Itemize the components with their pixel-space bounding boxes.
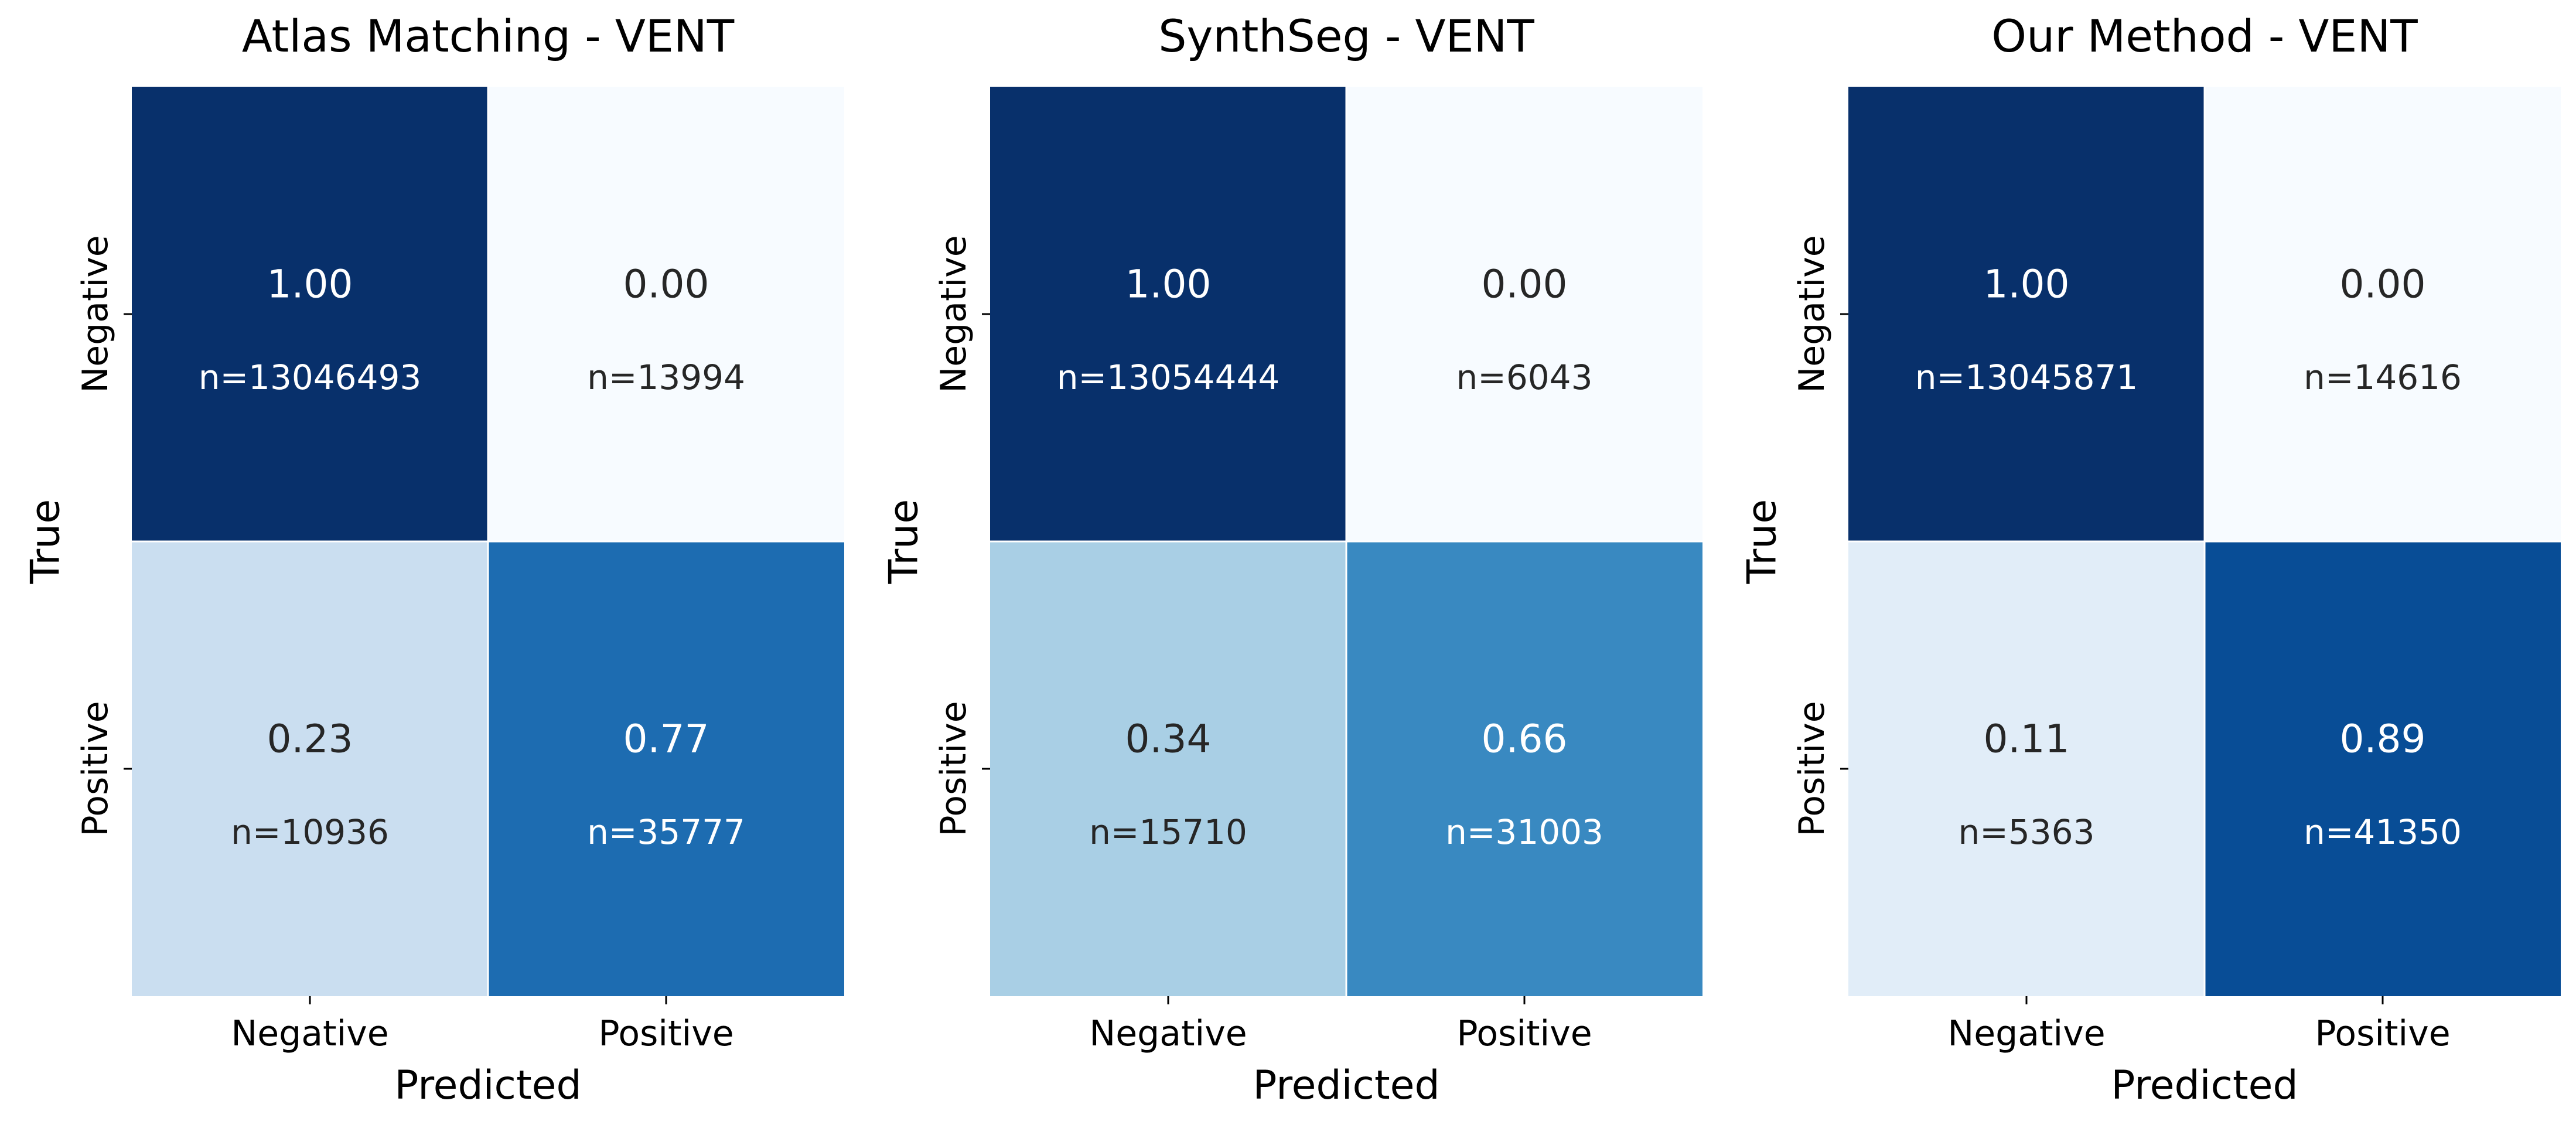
heatmap-cell-r0-c0 [1848,87,2205,541]
cell-count-label: n=14616 [2304,357,2462,397]
x-axis-label: Predicted [2111,1062,2298,1109]
cell-value-label: 0.23 [267,717,353,762]
x-tick-label: Negative [1089,1013,1247,1054]
cell-value-label: 0.11 [1984,717,2070,762]
heatmap-cell-r0-c1 [488,87,844,541]
confusion-matrix-panel-1: 1.00 n=13046493 0.00 n=13994 0.23 n=10936 0.77… [23,10,844,1109]
cell-value-label: 0.00 [623,262,709,307]
cell-value-label: 0.00 [1482,262,1568,307]
cell-count-label: n=41350 [2304,812,2462,852]
heatmap-cell-r0-c1 [2205,87,2561,541]
cell-count-label: n=13994 [587,357,745,397]
heatmap-cell-r1-c1 [1346,541,1702,996]
y-tick-label: Negative [75,235,116,393]
confusion-matrix-panel-2: 1.00 n=13054444 0.00 n=6043 0.34 n=15710 0.66 n… [881,10,1702,1109]
cell-value-label: 1.00 [1984,262,2070,307]
heatmap-cell-r0-c0 [132,87,488,541]
x-tick-label: Positive [2315,1013,2450,1054]
cell-value-label: 0.00 [2340,262,2426,307]
cell-value-label: 0.89 [2340,717,2426,762]
x-axis-label: Predicted [1253,1062,1439,1109]
y-axis-label: True [881,499,927,584]
heatmap-cell-r1-c0 [1848,541,2205,996]
panel-title: SynthSeg - VENT [1158,10,1534,62]
cell-value-label: 1.00 [1125,262,1212,307]
cell-count-label: n=6043 [1456,357,1593,397]
cell-value-label: 0.77 [623,717,709,762]
heatmap-cell-r1-c1 [2205,541,2561,996]
x-tick-label: Negative [1947,1013,2105,1054]
cell-value-label: 1.00 [267,262,353,307]
heatmap-cell-r1-c0 [132,541,488,996]
cell-value-label: 0.66 [1482,717,1568,762]
x-tick-label: Positive [1456,1013,1592,1054]
y-tick-label: Positive [933,701,974,836]
y-axis-label: True [23,499,69,584]
confusion-matrix-panel-3: 1.00 n=13045871 0.00 n=14616 0.11 n=5363 0.89 n… [1739,10,2561,1109]
heatmap-cell-r0-c0 [990,87,1346,541]
y-tick-label: Positive [75,701,116,836]
cell-count-label: n=10936 [231,812,389,852]
y-tick-label: Positive [1792,701,1833,836]
heatmap-cell-r0-c1 [1346,87,1702,541]
y-tick-label: Negative [1792,235,1833,393]
cell-count-label: n=35777 [587,812,745,852]
x-tick-label: Negative [231,1013,388,1054]
cell-count-label: n=13054444 [1057,357,1280,397]
cell-count-label: n=13045871 [1915,357,2138,397]
cell-value-label: 0.34 [1125,717,1212,762]
panel-title: Atlas Matching - VENT [242,10,735,62]
cell-count-label: n=5363 [1959,812,2095,852]
cell-count-label: n=31003 [1445,812,1603,852]
panel-title: Our Method - VENT [1991,10,2418,62]
x-tick-label: Positive [598,1013,733,1054]
heatmap-cell-r1-c0 [990,541,1346,996]
y-tick-label: Negative [933,235,974,393]
x-axis-label: Predicted [394,1062,581,1109]
heatmap-cell-r1-c1 [488,541,844,996]
cell-count-label: n=13046493 [199,357,422,397]
cell-count-label: n=15710 [1089,812,1247,852]
y-axis-label: True [1739,499,1786,584]
